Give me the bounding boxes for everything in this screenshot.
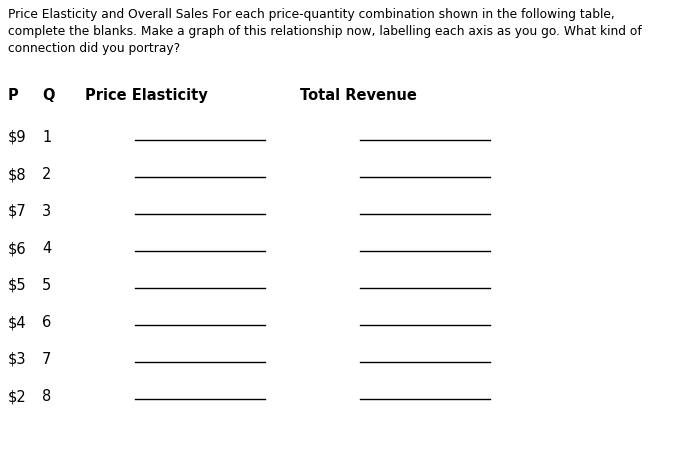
Text: P: P	[8, 88, 19, 103]
Text: connection did you portray?: connection did you portray?	[8, 42, 180, 55]
Text: Price Elasticity and Overall Sales For each price-quantity combination shown in : Price Elasticity and Overall Sales For e…	[8, 8, 614, 21]
Text: 6: 6	[42, 315, 51, 330]
Text: Price Elasticity: Price Elasticity	[85, 88, 208, 103]
Text: 1: 1	[42, 130, 51, 145]
Text: complete the blanks. Make a graph of this relationship now, labelling each axis : complete the blanks. Make a graph of thi…	[8, 25, 641, 38]
Text: $7: $7	[8, 204, 27, 219]
Text: Q: Q	[42, 88, 55, 103]
Text: 7: 7	[42, 352, 51, 367]
Text: $5: $5	[8, 278, 26, 293]
Text: 5: 5	[42, 278, 51, 293]
Text: $3: $3	[8, 352, 26, 367]
Text: Total Revenue: Total Revenue	[300, 88, 417, 103]
Text: $9: $9	[8, 130, 26, 145]
Text: 4: 4	[42, 241, 51, 256]
Text: 2: 2	[42, 167, 51, 182]
Text: 3: 3	[42, 204, 51, 219]
Text: 8: 8	[42, 389, 51, 404]
Text: $2: $2	[8, 389, 27, 404]
Text: $6: $6	[8, 241, 26, 256]
Text: $4: $4	[8, 315, 26, 330]
Text: $8: $8	[8, 167, 26, 182]
